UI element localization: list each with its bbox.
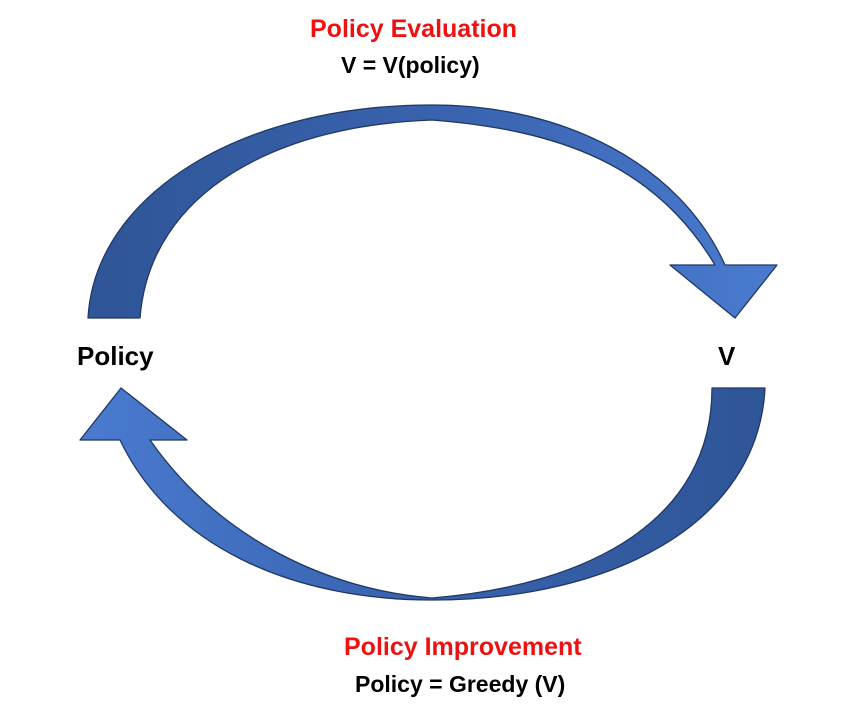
- policy-evaluation-heading: Policy Evaluation: [310, 15, 518, 43]
- policy-improvement-formula: Policy = Greedy (V): [355, 671, 566, 697]
- value-node-label: V: [718, 341, 736, 371]
- policy-evaluation-formula: V = V(policy): [341, 52, 480, 78]
- policy-improvement-heading: Policy Improvement: [344, 633, 582, 661]
- policy-evaluation-arrow: [87, 104, 778, 319]
- policy-improvement-arrow: [79, 387, 766, 601]
- policy-node-label: Policy: [77, 341, 154, 371]
